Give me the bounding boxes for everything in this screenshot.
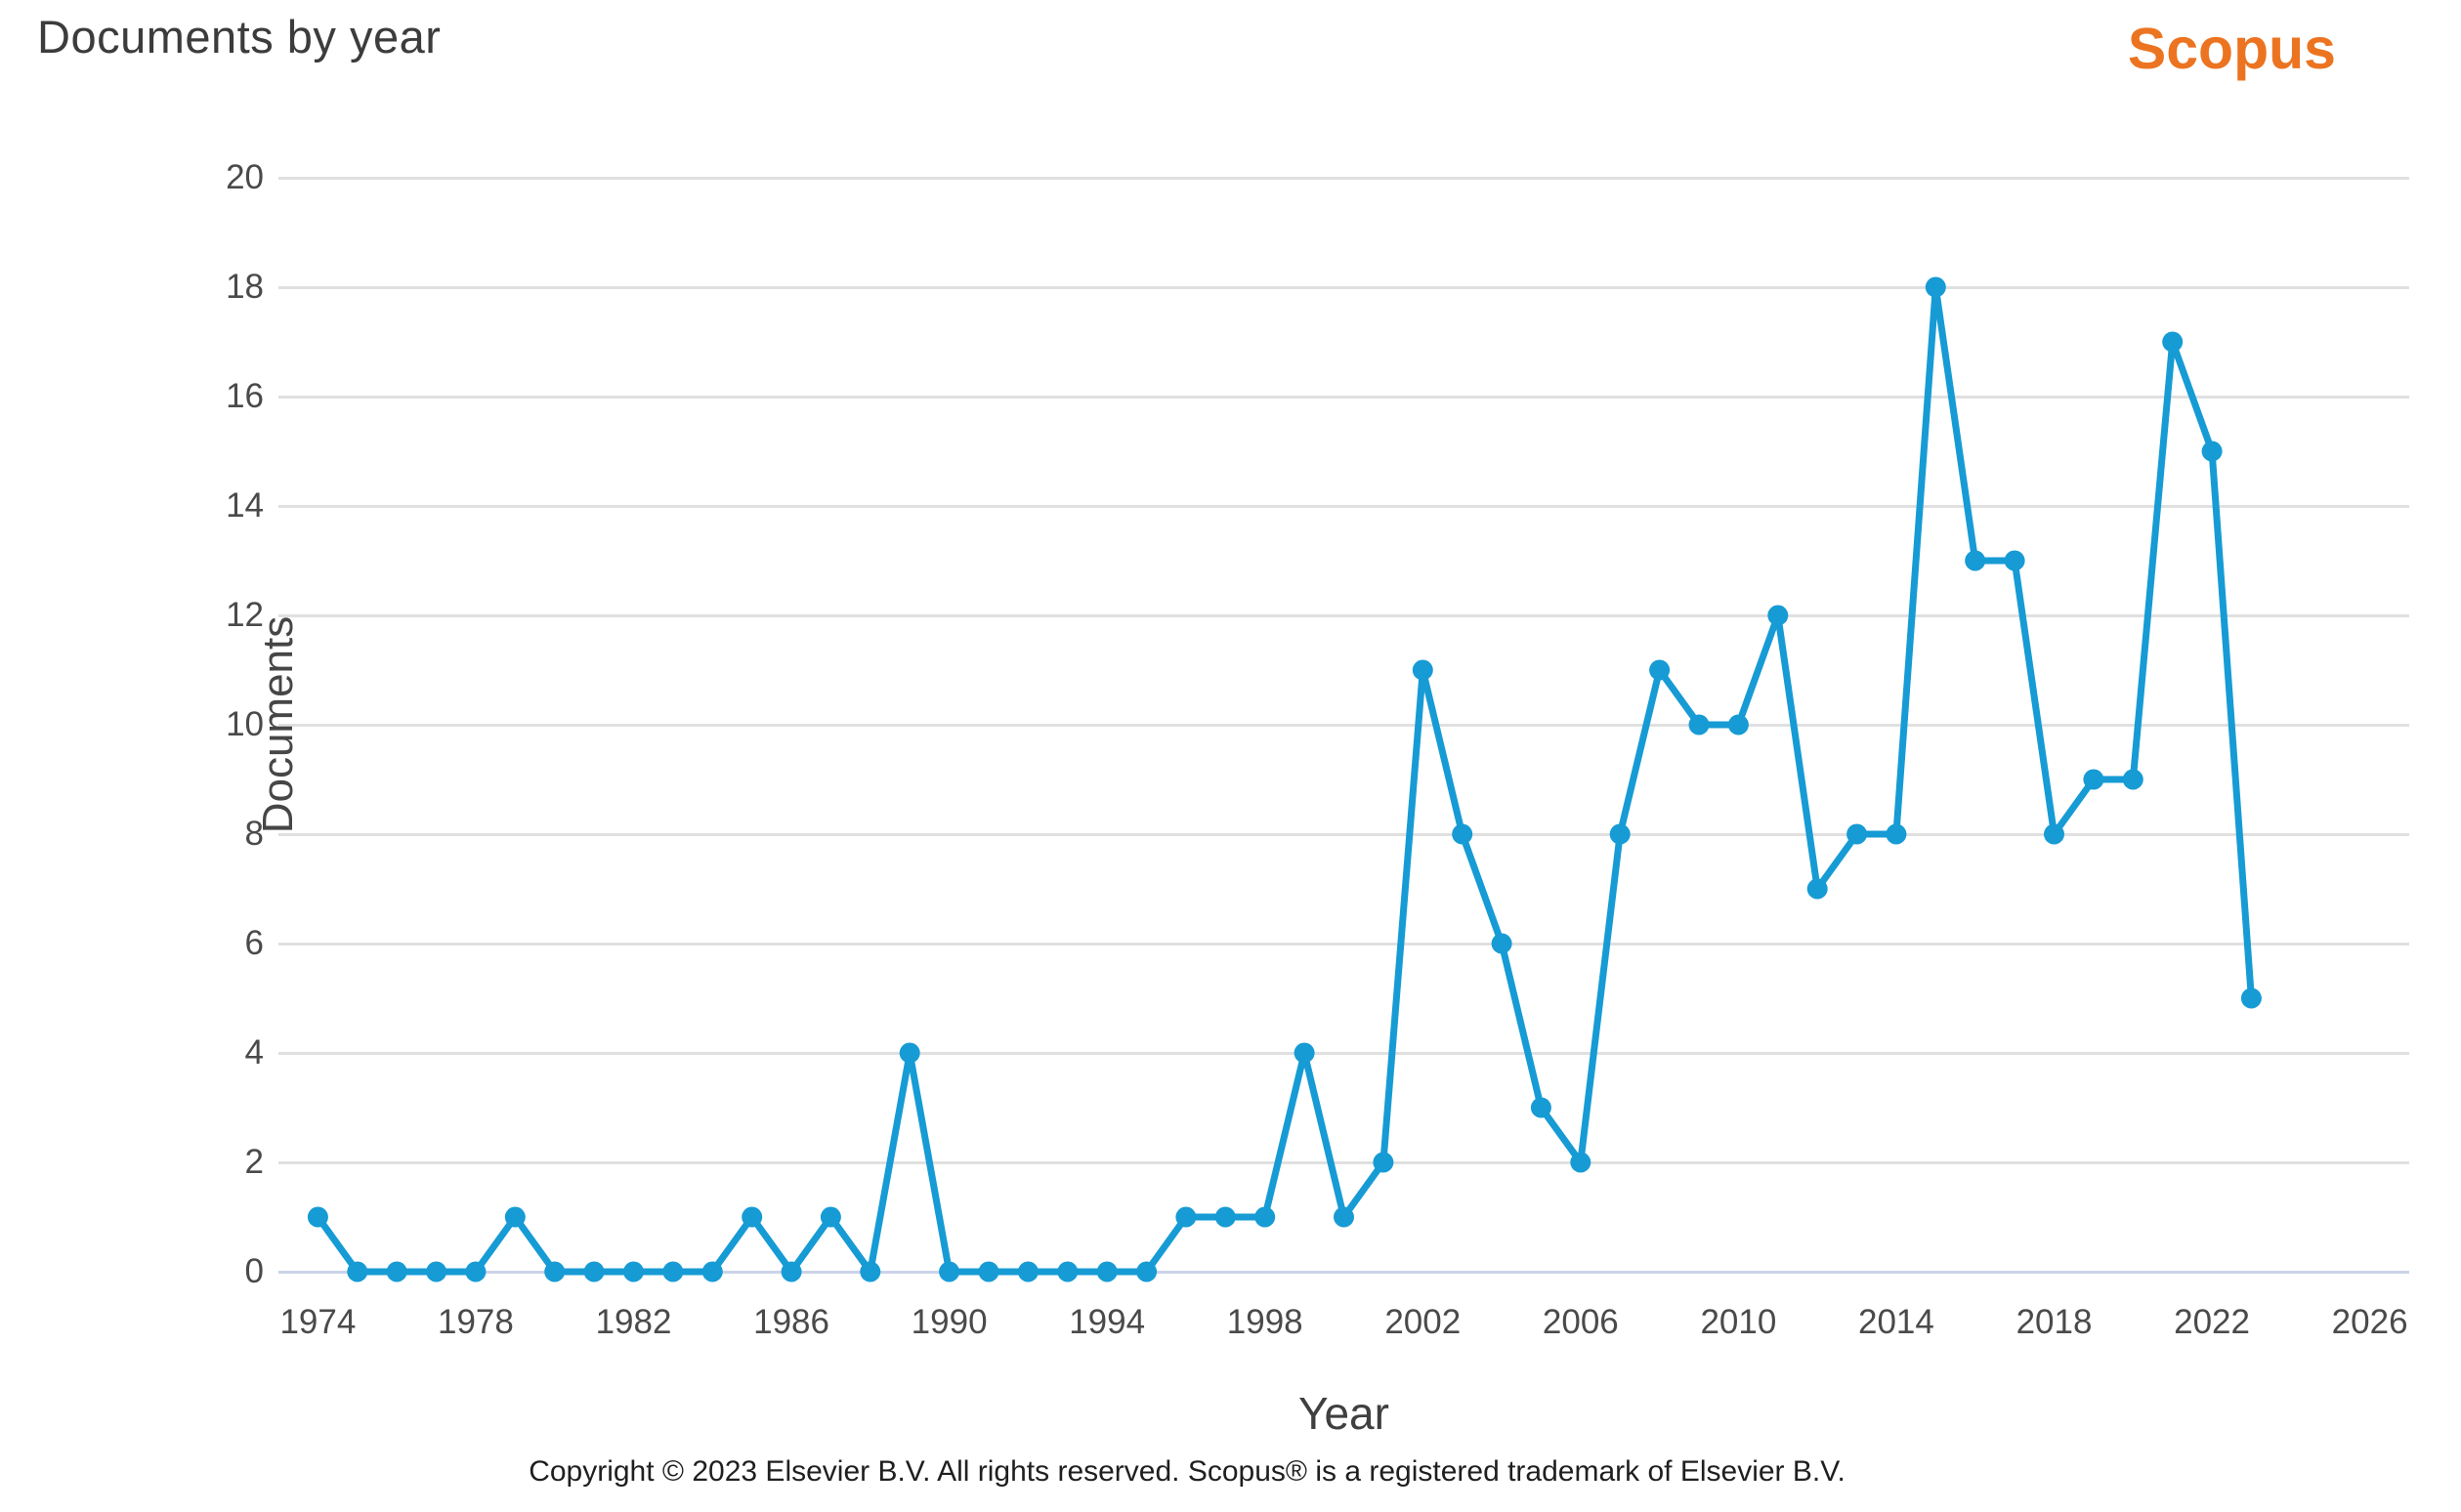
- data-point-2015: [1925, 276, 1946, 298]
- gridline: [278, 1160, 2409, 1164]
- data-point-2006: [1570, 1152, 1591, 1173]
- y-tick-label: 8: [244, 815, 264, 853]
- x-axis-title: Year: [1298, 1388, 1389, 1439]
- data-point-1983: [662, 1261, 684, 1282]
- y-tick-label: 0: [244, 1252, 264, 1290]
- data-point-2017: [2004, 550, 2025, 571]
- data-point-1980: [544, 1261, 566, 1282]
- series-line: [314, 283, 2255, 1276]
- y-tick-label: 16: [226, 377, 264, 415]
- data-point-1984: [701, 1261, 723, 1282]
- gridline: [278, 1051, 2409, 1055]
- data-point-1989: [899, 1042, 920, 1064]
- data-point-1988: [860, 1261, 881, 1282]
- data-point-1979: [504, 1206, 526, 1228]
- gridline: [278, 613, 2409, 617]
- data-point-2019: [2083, 769, 2104, 790]
- x-tick-label: 1998: [1226, 1303, 1303, 1341]
- data-point-2003: [1452, 823, 1473, 845]
- data-point-1994: [1096, 1261, 1118, 1282]
- copyright-text: Copyright © 2023 Elsevier B.V. All right…: [529, 1455, 1846, 1488]
- data-point-1974: [307, 1206, 328, 1228]
- data-point-1977: [426, 1261, 447, 1282]
- data-point-2011: [1767, 605, 1789, 626]
- data-point-1993: [1057, 1261, 1079, 1282]
- gridline: [278, 942, 2409, 945]
- y-tick-label: 2: [244, 1143, 264, 1181]
- data-point-2012: [1806, 878, 1828, 900]
- data-point-1987: [820, 1206, 841, 1228]
- data-point-1992: [1017, 1261, 1039, 1282]
- x-tick-label: 1974: [279, 1303, 357, 1341]
- data-point-2000: [1334, 1206, 1354, 1228]
- data-point-2005: [1530, 1097, 1551, 1118]
- data-point-2020: [2122, 769, 2143, 790]
- y-tick-label: 4: [244, 1033, 264, 1071]
- data-point-1978: [465, 1261, 487, 1282]
- y-tick-label: 18: [226, 268, 264, 306]
- chart-title: Documents by year: [37, 11, 442, 63]
- x-tick-label: 2002: [1384, 1303, 1462, 1341]
- x-tick-label: 1994: [1069, 1303, 1146, 1341]
- gridline: [278, 723, 2409, 727]
- data-point-1996: [1175, 1206, 1197, 1228]
- data-point-2013: [1846, 823, 1868, 845]
- data-point-1997: [1214, 1206, 1236, 1228]
- data-point-2021: [2162, 331, 2184, 353]
- data-point-1986: [781, 1261, 802, 1282]
- x-tick-label: 2010: [1700, 1303, 1777, 1341]
- data-point-2010: [1727, 714, 1749, 735]
- data-point-2018: [2044, 823, 2064, 845]
- data-point-2009: [1688, 714, 1710, 735]
- x-tick-label: 2014: [1858, 1303, 1934, 1341]
- data-point-1995: [1136, 1261, 1158, 1282]
- gridline: [278, 832, 2409, 836]
- y-tick-label: 20: [226, 158, 264, 196]
- data-point-2001: [1373, 1152, 1394, 1173]
- x-tick-label: 2022: [2174, 1303, 2250, 1341]
- data-point-1998: [1254, 1206, 1276, 1228]
- x-tick-label: 1986: [753, 1303, 829, 1341]
- x-tick-label: 1982: [595, 1303, 672, 1341]
- data-point-2014: [1886, 823, 1907, 845]
- plot-area: 0 2 4 6 8 10 12 14 16 18 20 1974 1978 1982 1986 1990 19…: [226, 158, 2409, 1439]
- gridline: [278, 395, 2409, 399]
- scopus-logo: Scopus: [2127, 17, 2336, 81]
- data-point-1991: [978, 1261, 999, 1282]
- line-series: [307, 276, 2262, 1282]
- y-tick-label: 12: [226, 596, 264, 634]
- data-point-1990: [939, 1261, 960, 1282]
- gridline: [278, 176, 2409, 180]
- x-tick-label: 2018: [2015, 1303, 2093, 1341]
- x-tick-label: 2006: [1542, 1303, 1619, 1341]
- data-point-1976: [386, 1261, 407, 1282]
- x-tick-label: 1978: [438, 1303, 514, 1341]
- data-point-2008: [1649, 659, 1671, 681]
- data-point-2002: [1412, 659, 1433, 681]
- y-tick-label: 10: [226, 705, 264, 743]
- data-point-1975: [347, 1261, 368, 1282]
- y-tick-label: 6: [244, 924, 264, 962]
- data-point-2023: [2240, 987, 2262, 1009]
- data-point-1982: [623, 1261, 644, 1282]
- gridline: [278, 285, 2409, 289]
- y-tick-label: 14: [226, 486, 264, 525]
- data-point-2016: [1965, 550, 1986, 571]
- data-point-2022: [2201, 441, 2223, 462]
- data-point-1999: [1294, 1042, 1315, 1064]
- x-tick-label: 1990: [911, 1303, 988, 1341]
- y-axis-title: Documents: [254, 615, 302, 834]
- gridline: [278, 504, 2409, 508]
- data-point-2007: [1609, 823, 1631, 845]
- data-point-1981: [583, 1261, 605, 1282]
- data-point-1985: [742, 1206, 763, 1228]
- data-point-2004: [1491, 933, 1512, 954]
- x-tick-label: 2026: [2331, 1303, 2408, 1341]
- gridline-zero: [278, 1270, 2409, 1274]
